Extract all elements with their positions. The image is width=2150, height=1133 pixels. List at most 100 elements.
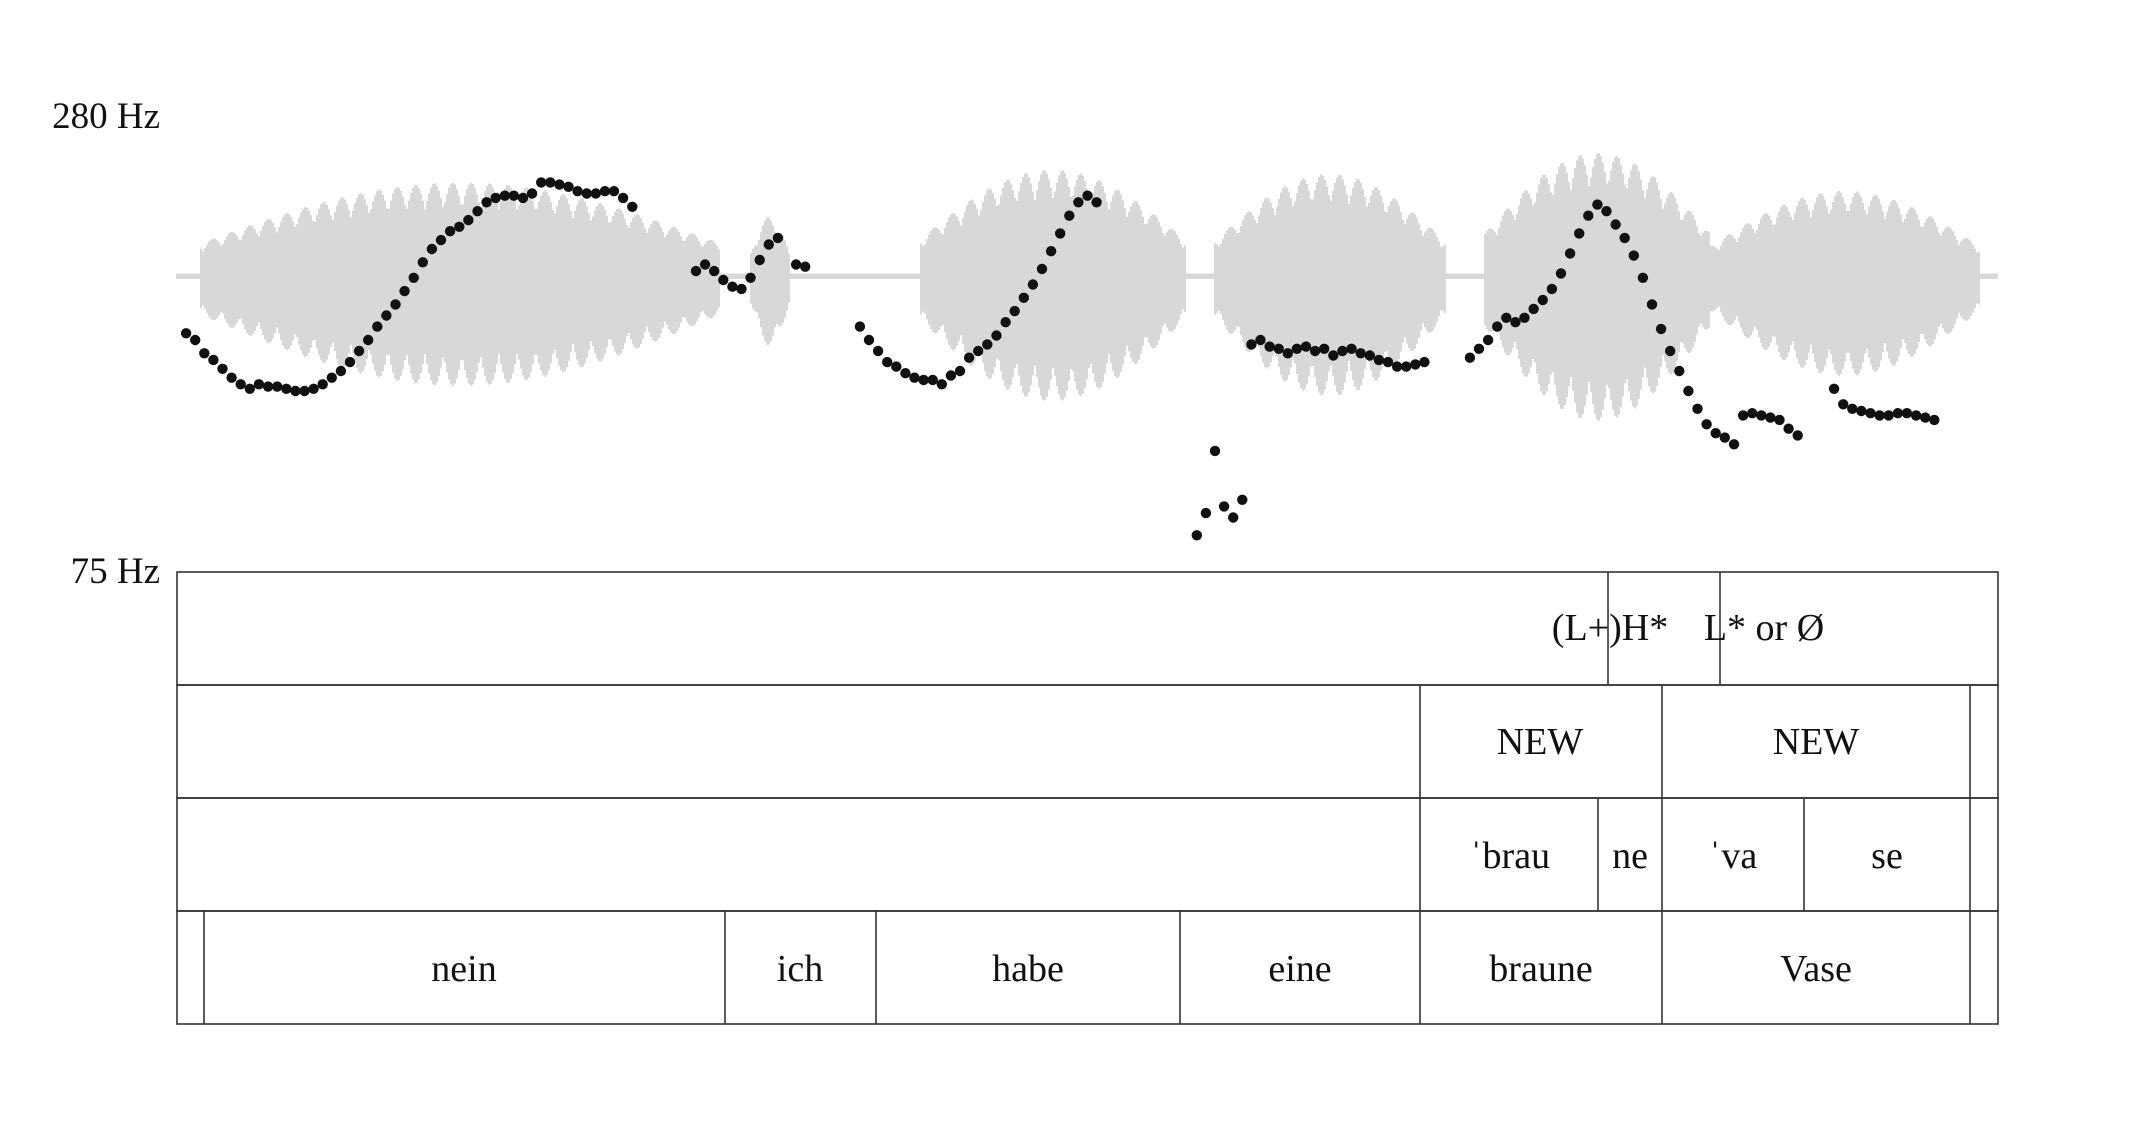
pitch-point xyxy=(855,321,865,331)
pitch-point xyxy=(545,177,555,187)
f0-min-label: 75 Hz xyxy=(71,551,160,592)
pitch-point xyxy=(199,348,209,358)
pitch-point xyxy=(1528,304,1538,314)
pitch-point xyxy=(390,299,400,309)
pitch-point xyxy=(1765,412,1775,422)
pitch-point xyxy=(463,215,473,225)
pitch-point xyxy=(1410,359,1420,369)
pitch-point xyxy=(472,206,482,216)
pitch-point xyxy=(509,191,519,201)
pitch-point xyxy=(454,222,464,232)
pitch-point xyxy=(536,177,546,187)
pitch-point xyxy=(909,373,919,383)
pitch-point xyxy=(345,357,355,367)
pitch-point xyxy=(791,259,801,269)
pitch-point xyxy=(1747,408,1757,418)
pitch-point xyxy=(1829,384,1839,394)
pitch-point xyxy=(1264,341,1274,351)
pitch-point xyxy=(1392,361,1402,371)
pitch-point xyxy=(491,193,501,203)
pitch-point xyxy=(582,188,592,198)
pitch-point xyxy=(627,202,637,212)
pitch-point xyxy=(217,364,227,374)
pitch-point xyxy=(1920,412,1930,422)
pitch-point xyxy=(427,244,437,254)
pitch-point xyxy=(318,379,328,389)
pitch-point xyxy=(1510,317,1520,327)
pitch-point xyxy=(736,284,746,294)
pitch-point xyxy=(272,381,282,391)
pitch-point xyxy=(1847,404,1857,414)
pitch-point xyxy=(481,197,491,207)
pitch-point xyxy=(800,262,810,272)
pitch-point xyxy=(372,321,382,331)
pitch-point xyxy=(354,346,364,356)
syllable-label: se xyxy=(1871,835,1903,877)
pitch-point xyxy=(1283,348,1293,358)
pitch-point xyxy=(409,273,419,283)
pitch-point xyxy=(1073,197,1083,207)
pitch-point xyxy=(1565,248,1575,258)
pitch-point xyxy=(1346,344,1356,354)
pitch-point xyxy=(1638,273,1648,283)
pitch-point xyxy=(1082,191,1092,201)
pitch-point xyxy=(773,233,783,243)
information-label-braune: NEW xyxy=(1497,721,1584,763)
pitch-point xyxy=(308,384,318,394)
pitch-point xyxy=(1902,408,1912,418)
pitch-point xyxy=(1783,424,1793,434)
f0-max-label: 280 Hz xyxy=(52,96,160,137)
pitch-point xyxy=(937,379,947,389)
pitch-point xyxy=(691,266,701,276)
pitch-point xyxy=(745,273,755,283)
pitch-point xyxy=(381,310,391,320)
pitch-point xyxy=(609,186,619,196)
pitch-point xyxy=(245,384,255,394)
pitch-point xyxy=(1738,410,1748,420)
pitch-point xyxy=(1401,361,1411,371)
pitch-point xyxy=(1865,408,1875,418)
pitch-point xyxy=(1310,346,1320,356)
pitch-point xyxy=(1246,339,1256,349)
pitch-point xyxy=(1601,206,1611,216)
pitch-point xyxy=(1720,432,1730,442)
pitch-point xyxy=(254,379,264,389)
pitch-point xyxy=(1729,439,1739,449)
pitch-point xyxy=(964,353,974,363)
pitch-point xyxy=(1893,408,1903,418)
pitch-point xyxy=(418,257,428,267)
word-label-braune: braune xyxy=(1489,948,1592,990)
pitch-point xyxy=(281,384,291,394)
pitch-point xyxy=(1874,410,1884,420)
pitch-point xyxy=(709,266,719,276)
pitch-point xyxy=(1000,317,1010,327)
pitch-point xyxy=(1556,268,1566,278)
pitch-point xyxy=(928,375,938,385)
pitch-point xyxy=(563,182,573,192)
pitch-point xyxy=(1774,415,1784,425)
pitch-point xyxy=(1301,341,1311,351)
pitch-point xyxy=(1201,508,1211,518)
word-tier: nein ich habe eine braune Vase xyxy=(177,911,1998,1024)
pitch-point xyxy=(1911,410,1921,420)
pitch-point xyxy=(1492,321,1502,331)
pitch-point xyxy=(236,379,246,389)
pitch-point xyxy=(1319,344,1329,354)
pitch-point xyxy=(1337,346,1347,356)
pitch-point xyxy=(1674,366,1684,376)
pitch-point xyxy=(591,188,601,198)
pitch-point xyxy=(263,381,273,391)
pitch-point xyxy=(1064,211,1074,221)
pitch-point xyxy=(618,193,628,203)
pitch-point xyxy=(982,339,992,349)
word-label-habe: habe xyxy=(992,948,1064,990)
pitch-point xyxy=(1884,410,1894,420)
word-label-nein: nein xyxy=(431,948,496,990)
tone-label-l-star: L* or Ø xyxy=(1704,607,1824,649)
pitch-point xyxy=(1683,386,1693,396)
pitch-point xyxy=(299,386,309,396)
pitch-point xyxy=(1383,357,1393,367)
pitch-point xyxy=(727,282,737,292)
syllable-label: ne xyxy=(1612,835,1648,877)
